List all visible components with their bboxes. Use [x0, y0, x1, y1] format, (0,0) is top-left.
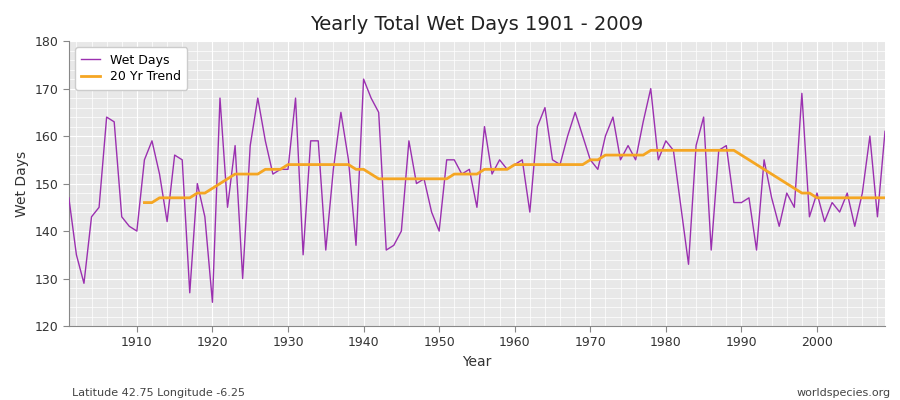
20 Yr Trend — [139, 200, 149, 205]
20 Yr Trend — [532, 162, 543, 167]
Wet Days — [615, 158, 626, 162]
20 Yr Trend — [313, 162, 324, 167]
Wet Days — [879, 129, 890, 134]
Wet Days — [343, 158, 354, 162]
Legend: Wet Days, 20 Yr Trend: Wet Days, 20 Yr Trend — [75, 47, 187, 90]
20 Yr Trend — [728, 148, 739, 153]
Wet Days — [525, 210, 535, 214]
20 Yr Trend — [509, 162, 520, 167]
20 Yr Trend — [879, 196, 890, 200]
Wet Days — [124, 224, 135, 229]
Line: Wet Days: Wet Days — [68, 79, 885, 302]
Y-axis label: Wet Days: Wet Days — [15, 150, 29, 217]
X-axis label: Year: Year — [463, 355, 491, 369]
Text: Latitude 42.75 Longitude -6.25: Latitude 42.75 Longitude -6.25 — [72, 388, 245, 398]
Wet Days — [517, 158, 527, 162]
Text: worldspecies.org: worldspecies.org — [796, 388, 891, 398]
Wet Days — [63, 196, 74, 200]
Title: Yearly Total Wet Days 1901 - 2009: Yearly Total Wet Days 1901 - 2009 — [310, 15, 644, 34]
20 Yr Trend — [336, 162, 346, 167]
Wet Days — [207, 300, 218, 305]
Wet Days — [358, 77, 369, 82]
20 Yr Trend — [365, 172, 376, 176]
Line: 20 Yr Trend: 20 Yr Trend — [144, 150, 885, 202]
Wet Days — [298, 252, 309, 257]
20 Yr Trend — [645, 148, 656, 153]
